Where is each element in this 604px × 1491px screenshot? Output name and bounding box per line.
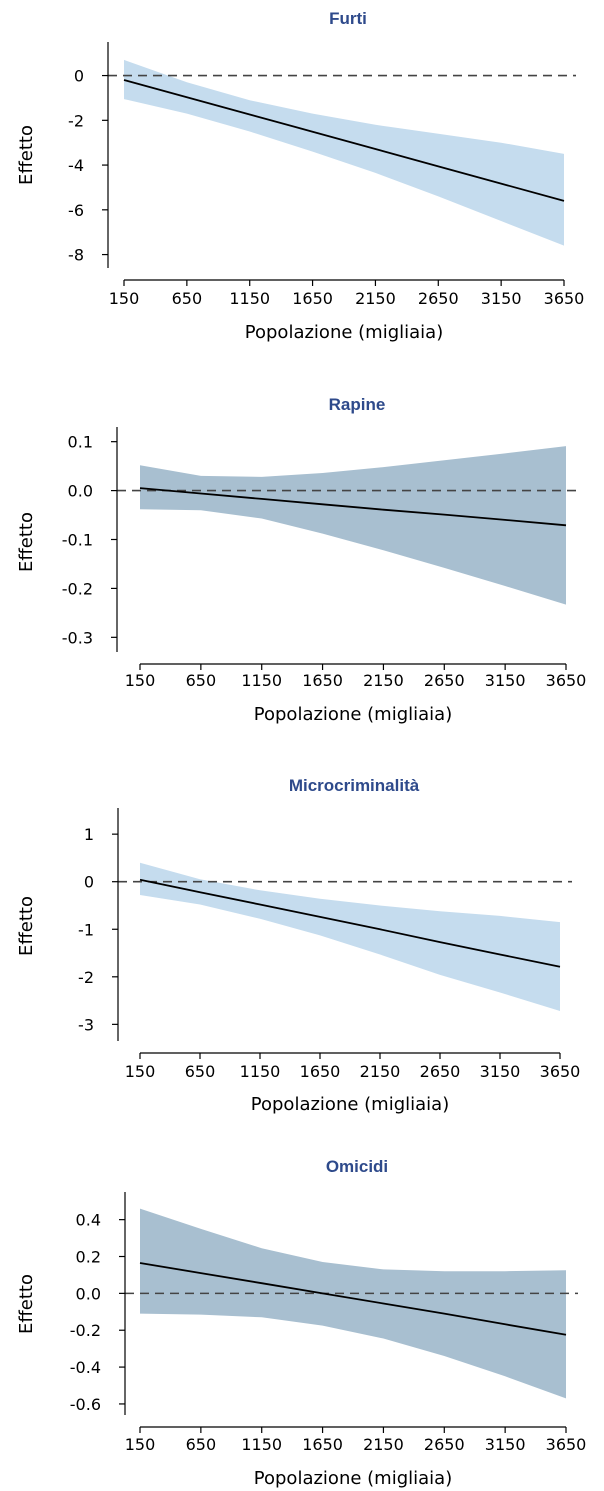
confidence-band <box>124 59 564 246</box>
y-tick-label: -3 <box>78 1015 94 1034</box>
confidence-band <box>140 1208 566 1399</box>
x-tick-label: 150 <box>109 289 140 308</box>
y-tick-label: 0 <box>74 67 84 86</box>
x-tick-label: 650 <box>186 671 217 690</box>
x-tick-label: 1150 <box>241 671 282 690</box>
y-tick-label: 0 <box>84 873 94 892</box>
estimate-line <box>139 878 561 968</box>
y-tick-label: 1 <box>84 825 94 844</box>
x-tick-label: 3150 <box>480 1062 521 1081</box>
x-tick-label: 1650 <box>302 671 343 690</box>
x-tick-label: 150 <box>125 1435 156 1454</box>
estimate-line <box>139 1262 567 1336</box>
y-tick-label: -6 <box>68 201 84 220</box>
y-tick-label: -0.2 <box>62 579 93 598</box>
x-axis-label: Popolazione (migliaia) <box>245 322 443 343</box>
chart-1: Furti 0 -2 -4 -6 -8 150 650 1150 1650 2150 2650 3150… <box>16 9 584 343</box>
y-tick-label: 0.4 <box>76 1211 101 1230</box>
x-tick-label: 2150 <box>363 1435 404 1454</box>
x-tick-label: 150 <box>125 671 156 690</box>
y-tick-label: -1 <box>78 920 94 939</box>
confidence-band <box>140 446 566 605</box>
chart-title: Omicidi <box>326 1157 388 1176</box>
x-tick-label: 1650 <box>300 1062 341 1081</box>
y-axis-label: Effetto <box>16 125 37 185</box>
x-tick-label: 3650 <box>546 1435 587 1454</box>
x-tick-label: 1150 <box>229 289 270 308</box>
chart-3: Microcriminalità 1 0 -1 -2 -3 150 650 1150 1650 21… <box>16 776 580 1115</box>
x-tick-label: 150 <box>125 1062 156 1081</box>
y-tick-label: -0.4 <box>70 1358 101 1377</box>
x-tick-label: 1150 <box>241 1435 282 1454</box>
x-tick-label: 2650 <box>424 671 465 690</box>
x-tick-label: 650 <box>185 1062 216 1081</box>
chart-title: Rapine <box>329 395 386 414</box>
x-axis-label: Popolazione (migliaia) <box>251 1094 449 1115</box>
y-tick-label: 0.0 <box>76 1284 101 1303</box>
x-tick-label: 1650 <box>302 1435 343 1454</box>
y-tick-label: -0.1 <box>62 531 93 550</box>
y-tick-label: -8 <box>68 246 84 265</box>
y-axis-label: Effetto <box>16 896 37 956</box>
chart-title: Microcriminalità <box>289 776 420 795</box>
x-tick-label: 2650 <box>424 1435 465 1454</box>
x-axis-label: Popolazione (migliaia) <box>254 704 452 725</box>
x-tick-label: 1650 <box>292 289 333 308</box>
x-tick-label: 650 <box>186 1435 217 1454</box>
y-tick-label: 0.0 <box>68 482 93 501</box>
x-tick-label: 2650 <box>420 1062 461 1081</box>
x-tick-label: 2150 <box>360 1062 401 1081</box>
y-tick-label: -2 <box>78 968 94 987</box>
y-tick-label: -4 <box>68 156 84 175</box>
y-tick-label: -0.2 <box>70 1321 101 1340</box>
x-tick-label: 1150 <box>240 1062 281 1081</box>
x-tick-label: 3650 <box>540 1062 581 1081</box>
y-tick-label: -0.6 <box>70 1395 101 1414</box>
y-axis-label: Effetto <box>16 512 37 572</box>
x-tick-label: 3150 <box>485 1435 526 1454</box>
x-tick-label: 2650 <box>418 289 459 308</box>
confidence-band <box>140 862 560 1011</box>
estimate-line <box>139 487 567 527</box>
x-tick-label: 2150 <box>355 289 396 308</box>
y-tick-label: -0.3 <box>62 628 93 647</box>
x-tick-label: 3650 <box>544 289 585 308</box>
chart-4: Omicidi 0.4 0.2 0.0 -0.2 -0.4 -0.6 150 650 1150 16… <box>16 1157 586 1489</box>
x-tick-label: 3150 <box>485 671 526 690</box>
chart-title: Furti <box>329 9 367 28</box>
x-tick-label: 3150 <box>481 289 522 308</box>
y-tick-label: 0.1 <box>68 433 93 452</box>
estimate-line <box>123 79 565 202</box>
x-axis-label: Popolazione (migliaia) <box>254 1468 452 1489</box>
y-axis-label: Effetto <box>16 1274 37 1334</box>
x-tick-label: 650 <box>172 289 203 308</box>
x-tick-label: 3650 <box>546 671 587 690</box>
y-tick-label: 0.2 <box>76 1248 101 1267</box>
y-tick-label: -2 <box>68 111 84 130</box>
x-tick-label: 2150 <box>363 671 404 690</box>
chart-2: Rapine 0.1 0.0 -0.1 -0.2 -0.3 150 650 1150 1650 21… <box>16 395 586 725</box>
